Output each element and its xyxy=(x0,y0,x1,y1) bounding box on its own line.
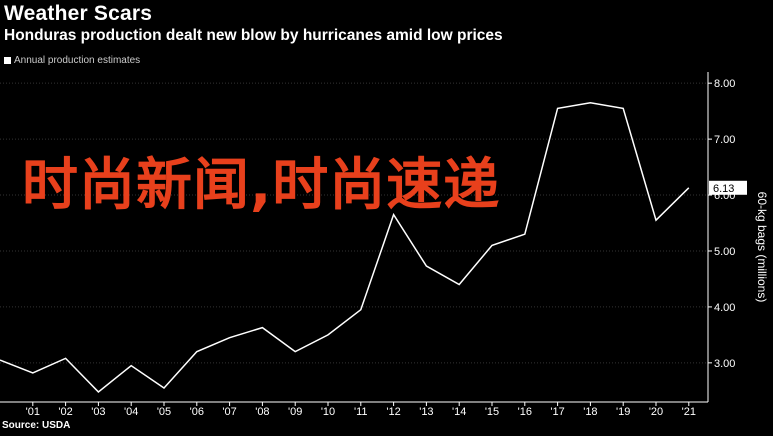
y-axis-label: 60-kg bags (millions) xyxy=(755,192,769,303)
x-tick-label: '13 xyxy=(419,406,433,418)
series-line xyxy=(0,102,690,393)
x-tick-label: '19 xyxy=(616,406,630,418)
x-tick-label: '02 xyxy=(58,406,72,418)
legend-label: Annual production estimates xyxy=(14,55,141,66)
x-tick-label: '08 xyxy=(255,406,269,418)
x-tick-label: '12 xyxy=(386,406,400,418)
x-tick-label: '06 xyxy=(190,406,204,418)
source-note: Source: USDA xyxy=(2,420,71,431)
x-tick-label: '03 xyxy=(91,406,105,418)
x-tick-label: '14 xyxy=(452,406,466,418)
chart-title: Weather Scars xyxy=(4,2,153,25)
chart-subtitle: Honduras production dealt new blow by hu… xyxy=(4,27,503,44)
x-tick-label: '10 xyxy=(321,406,335,418)
y-tick-label: 4.00 xyxy=(714,302,735,314)
y-tick-label: 7.00 xyxy=(714,134,735,146)
x-tick-label: '01 xyxy=(26,406,40,418)
x-tick-label: '07 xyxy=(222,406,236,418)
y-tick-label: 8.00 xyxy=(714,78,735,90)
x-tick-label: '11 xyxy=(354,406,368,418)
x-tick-label: '20 xyxy=(649,406,663,418)
x-tick-label: '16 xyxy=(518,406,532,418)
x-tick-label: '09 xyxy=(288,406,302,418)
x-tick-label: '21 xyxy=(682,406,696,418)
last-value-badge xyxy=(709,180,747,195)
last-value-label: 6.13 xyxy=(713,183,734,195)
watermark-overlay-text: 时尚新闻,时尚速递 xyxy=(22,153,501,218)
y-tick-label: 5.00 xyxy=(714,246,735,258)
legend-swatch xyxy=(4,57,11,64)
x-tick-label: '15 xyxy=(485,406,499,418)
x-tick-label: '18 xyxy=(583,406,597,418)
x-tick-label: '04 xyxy=(124,406,138,418)
x-tick-label: '17 xyxy=(550,406,564,418)
x-tick-label: '05 xyxy=(157,406,171,418)
y-tick-label: 3.00 xyxy=(714,358,735,370)
chart-legend: Annual production estimates xyxy=(4,55,140,66)
